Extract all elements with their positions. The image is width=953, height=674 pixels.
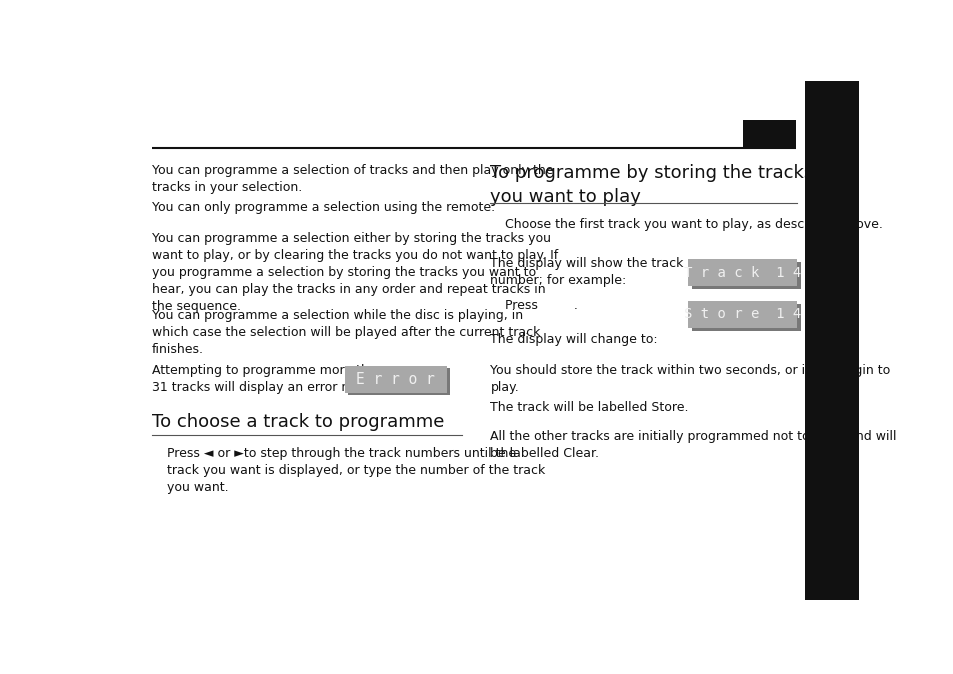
- Text: T r a c k  1 4: T r a c k 1 4: [683, 266, 801, 280]
- Text: You should store the track within two seconds, or it will begin to
play.: You should store the track within two se…: [490, 364, 890, 394]
- Text: S t o r e  1 4: S t o r e 1 4: [683, 307, 801, 321]
- FancyBboxPatch shape: [687, 301, 797, 328]
- Text: Press ◄ or ►to step through the track numbers until the
track you want is displa: Press ◄ or ►to step through the track nu…: [167, 447, 544, 494]
- Text: The track will be labelled Store.: The track will be labelled Store.: [490, 401, 688, 414]
- FancyBboxPatch shape: [344, 366, 446, 393]
- Text: You can programme a selection of tracks and then play only the
tracks in your se: You can programme a selection of tracks …: [152, 164, 553, 194]
- FancyBboxPatch shape: [691, 303, 801, 330]
- Text: All the other tracks are initially programmed not to play, and will
be labelled : All the other tracks are initially progr…: [490, 429, 896, 460]
- Text: You can only programme a selection using the remote.: You can only programme a selection using…: [152, 202, 495, 214]
- Text: Choose the first track you want to play, as described above.: Choose the first track you want to play,…: [505, 218, 882, 231]
- Text: Attempting to programme more than
31 tracks will display an error message:: Attempting to programme more than 31 tra…: [152, 364, 401, 394]
- Text: To programme by storing the tracks
you want to play: To programme by storing the tracks you w…: [490, 164, 813, 206]
- FancyBboxPatch shape: [691, 262, 801, 289]
- FancyBboxPatch shape: [742, 120, 796, 148]
- Text: The display will show the track
number; for example:: The display will show the track number; …: [490, 257, 683, 287]
- FancyBboxPatch shape: [687, 259, 797, 286]
- Text: You can programme a selection while the disc is playing, in
which case the selec: You can programme a selection while the …: [152, 309, 539, 357]
- Text: E r r o r: E r r o r: [356, 372, 435, 387]
- FancyBboxPatch shape: [348, 369, 450, 396]
- FancyBboxPatch shape: [804, 81, 858, 600]
- Text: The display will change to:: The display will change to:: [490, 332, 658, 346]
- Text: To choose a track to programme: To choose a track to programme: [152, 413, 444, 431]
- Text: Press         .: Press .: [505, 299, 578, 312]
- Text: You can programme a selection either by storing the tracks you
want to play, or : You can programme a selection either by …: [152, 233, 558, 313]
